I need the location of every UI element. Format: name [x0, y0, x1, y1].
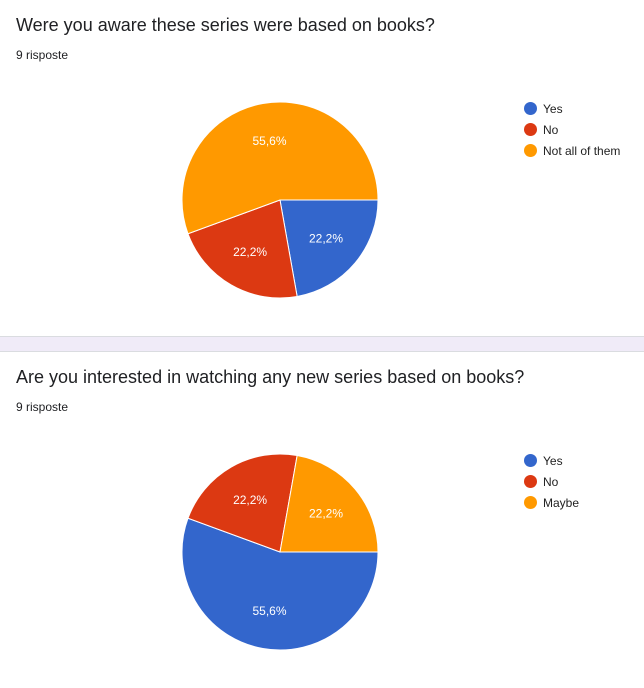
slice-label: 55,6% [252, 604, 286, 618]
question-title: Were you aware these series were based o… [16, 15, 435, 35]
pie-slice-maybe [279, 454, 379, 553]
slice-label: 22,2% [309, 232, 343, 246]
question-card-2: Are you interested in watching any new s… [0, 352, 644, 688]
slice-label: 22,2% [233, 493, 267, 507]
legend-swatch [524, 496, 537, 509]
legend-swatch [524, 144, 537, 157]
legend-swatch [524, 454, 537, 467]
response-count: 9 risposte [16, 400, 69, 414]
question-title: Are you interested in watching any new s… [16, 367, 525, 387]
question-card-1: Were you aware these series were based o… [0, 0, 644, 336]
legend-swatch [524, 123, 537, 136]
pie-slice-not-all-of-them [181, 101, 379, 235]
slice-label: 22,2% [309, 506, 343, 520]
legend-item: Maybe [524, 492, 579, 513]
chart-legend: Yes No Not all of them [524, 98, 620, 161]
legend-label: Yes [543, 453, 563, 468]
slice-label: 55,6% [252, 134, 286, 148]
legend-label: No [543, 122, 559, 137]
pie-slice-yes [181, 517, 379, 651]
legend-item: Yes [524, 450, 579, 471]
pie-slice-no [187, 453, 298, 553]
pie-slice-yes [279, 199, 379, 298]
pie-slice-no [187, 199, 298, 299]
legend-item: Yes [524, 98, 620, 119]
pie-chart: 55,6% 22,2% 22,2% [181, 453, 379, 651]
pie-chart: 22,2% 22,2% 55,6% [181, 101, 379, 299]
legend-label: No [543, 474, 559, 489]
legend-item: No [524, 471, 579, 492]
legend-item: No [524, 119, 620, 140]
section-divider [0, 336, 644, 352]
legend-label: Maybe [543, 495, 580, 510]
legend-item: Not all of them [524, 140, 620, 161]
legend-label: Yes [543, 101, 563, 116]
legend-label: Not all of them [543, 143, 621, 158]
legend-swatch [524, 475, 537, 488]
slice-label: 22,2% [233, 245, 267, 259]
chart-legend: Yes No Maybe [524, 450, 579, 513]
response-count: 9 risposte [16, 48, 69, 62]
legend-swatch [524, 102, 537, 115]
